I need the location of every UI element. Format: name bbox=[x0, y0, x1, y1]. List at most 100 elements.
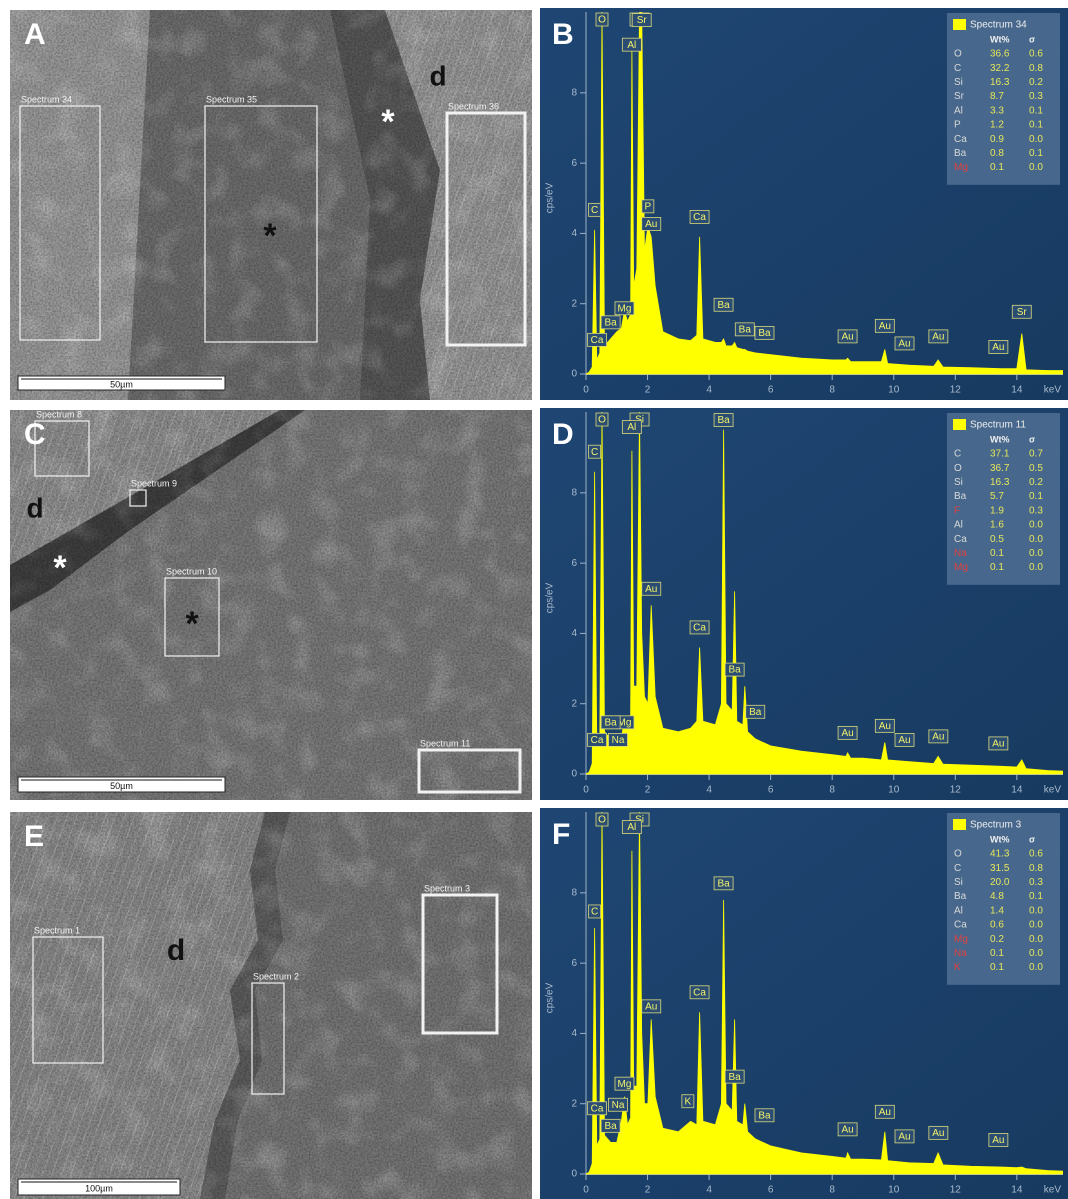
peak-label: Au bbox=[898, 339, 910, 350]
spectrum-area bbox=[586, 412, 1063, 775]
spectrum-region bbox=[445, 111, 527, 347]
peak-label-box bbox=[600, 715, 621, 730]
peak-label: Au bbox=[932, 732, 944, 743]
spectrum-region bbox=[421, 893, 499, 1035]
peak-label-box bbox=[988, 340, 1009, 354]
table-wt: 1.4 bbox=[990, 905, 1004, 916]
image-annotation: d bbox=[26, 492, 43, 523]
peak-label: Ba bbox=[605, 717, 618, 728]
table-sigma: 0.0 bbox=[1029, 520, 1043, 531]
table-wt: 1.9 bbox=[990, 505, 1004, 516]
y-tick-label: 0 bbox=[571, 1169, 577, 1180]
table-sigma: 0.1 bbox=[1029, 891, 1043, 902]
x-tick-label: 8 bbox=[829, 1185, 835, 1196]
table-element: O bbox=[954, 463, 962, 474]
peak-label: Au bbox=[879, 1107, 891, 1118]
table-header: σ bbox=[1029, 434, 1035, 444]
peak-label-box bbox=[874, 1104, 895, 1119]
peak-label: Ba bbox=[729, 665, 742, 676]
scale-bar bbox=[17, 1178, 181, 1196]
peak-label-box bbox=[689, 209, 710, 224]
table-element: P bbox=[954, 120, 961, 131]
table-element: C bbox=[954, 63, 961, 74]
table-sigma: 0.6 bbox=[1029, 849, 1043, 860]
x-tick-label: 8 bbox=[829, 785, 835, 796]
scale-bar-label: 100µm bbox=[85, 1183, 113, 1193]
peak-label: Au bbox=[841, 728, 853, 739]
legend-swatch bbox=[953, 819, 966, 830]
table-element: O bbox=[954, 849, 962, 860]
x-tick-label: 2 bbox=[645, 1185, 651, 1196]
peak-label-box bbox=[689, 985, 710, 1000]
legend-label: Spectrum 11 bbox=[970, 420, 1026, 431]
peak-label-box bbox=[894, 1129, 915, 1144]
table-header: σ bbox=[1029, 34, 1035, 44]
peak-label: Au bbox=[992, 342, 1004, 353]
peak-label-box bbox=[587, 732, 607, 747]
scale-bar-label: 50µm bbox=[110, 781, 133, 791]
peak-label-box bbox=[874, 718, 895, 733]
table-sigma: 0.3 bbox=[1029, 877, 1043, 888]
peak-label: Al bbox=[627, 40, 636, 51]
peak-label: Al bbox=[627, 422, 636, 433]
spectrum-region-label: Spectrum 34 bbox=[21, 94, 72, 104]
spectrum-region bbox=[204, 105, 318, 343]
table-sigma: 0.8 bbox=[1029, 63, 1043, 74]
table-element: Al bbox=[954, 905, 963, 916]
table-wt: 0.1 bbox=[990, 562, 1004, 573]
peak-label-box bbox=[754, 1108, 775, 1123]
peak-label: Au bbox=[645, 219, 657, 230]
table-header: Wt% bbox=[990, 834, 1010, 844]
x-tick-label: 14 bbox=[1011, 785, 1023, 796]
table-wt: 36.7 bbox=[990, 463, 1010, 474]
peak-label-box bbox=[621, 820, 642, 835]
table-element: Ca bbox=[954, 134, 967, 145]
y-tick-label: 8 bbox=[571, 87, 577, 98]
table-wt: 0.6 bbox=[990, 920, 1004, 931]
peak-label-box bbox=[595, 412, 609, 427]
peak-label-box bbox=[621, 420, 642, 435]
table-element: Al bbox=[954, 520, 963, 531]
sem-grain bbox=[10, 10, 532, 400]
peak-label-box bbox=[621, 37, 642, 52]
table-sigma: 0.0 bbox=[1029, 905, 1043, 916]
peak-label-box bbox=[608, 1097, 628, 1112]
y-tick-label: 8 bbox=[571, 887, 577, 898]
legend-label: Spectrum 34 bbox=[970, 20, 1027, 31]
x-axis-label: keV bbox=[1044, 785, 1062, 796]
peak-label: Ca bbox=[693, 623, 706, 634]
peak-label-box bbox=[894, 336, 915, 351]
table-element: Si bbox=[954, 77, 963, 88]
table-header: Wt% bbox=[990, 434, 1010, 444]
x-tick-label: 14 bbox=[1011, 385, 1023, 396]
y-axis-label: cps/eV bbox=[545, 182, 556, 213]
table-element: Ba bbox=[954, 491, 967, 502]
table-sigma: 0.3 bbox=[1029, 91, 1043, 102]
table-sigma: 0.6 bbox=[1029, 49, 1043, 60]
table-sigma: 0.0 bbox=[1029, 162, 1043, 173]
y-tick-label: 0 bbox=[571, 369, 577, 380]
x-tick-label: 2 bbox=[645, 385, 651, 396]
y-tick-label: 4 bbox=[571, 628, 577, 639]
y-axis-label: cps/eV bbox=[545, 982, 556, 1013]
peak-label-box bbox=[588, 904, 602, 919]
peak-label: Au bbox=[645, 584, 657, 595]
image-annotation: * bbox=[381, 103, 395, 141]
peak-label: Na bbox=[612, 1100, 625, 1111]
x-axis-label: keV bbox=[1044, 385, 1062, 396]
peak-label-box bbox=[894, 732, 915, 747]
table-wt: 1.6 bbox=[990, 520, 1004, 531]
x-tick-label: 10 bbox=[888, 1185, 900, 1196]
legend-swatch bbox=[953, 19, 966, 30]
y-tick-label: 2 bbox=[571, 698, 577, 709]
table-wt: 0.2 bbox=[990, 934, 1004, 945]
peak-label-box bbox=[928, 1125, 949, 1140]
table-sigma: 0.0 bbox=[1029, 948, 1043, 959]
table-wt: 37.1 bbox=[990, 449, 1010, 460]
peak-label: Na bbox=[612, 735, 625, 746]
peak-label: K bbox=[685, 1096, 692, 1107]
peak-label-box bbox=[595, 812, 609, 827]
peak-label-box bbox=[587, 332, 607, 347]
x-tick-label: 4 bbox=[706, 785, 712, 796]
